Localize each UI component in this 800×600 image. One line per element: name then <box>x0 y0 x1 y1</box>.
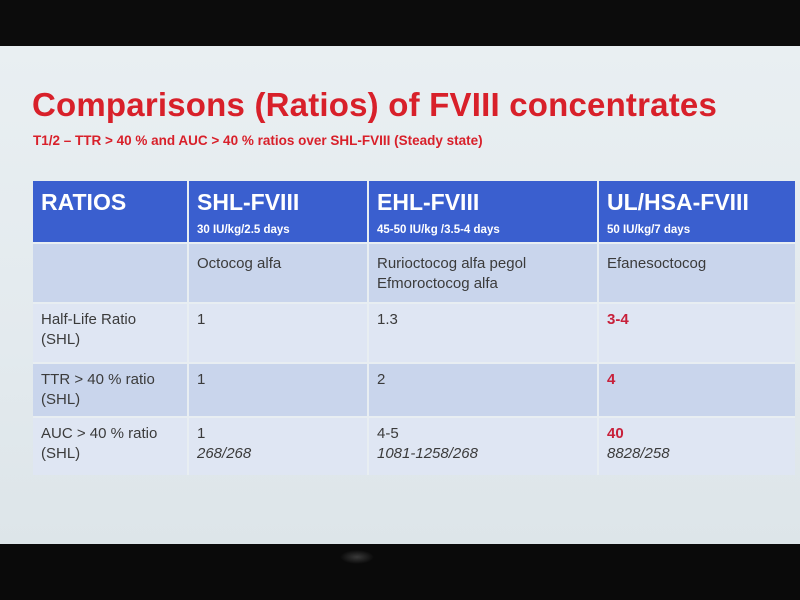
row-label: Half-Life Ratio (SHL) <box>33 302 189 363</box>
table-header-row: RATIOS SHL-FVIII 30 IU/kg/2.5 days EHL-F… <box>33 181 795 243</box>
product-name: Octocog alfa <box>197 255 282 272</box>
auc-detail: 8828/258 <box>607 445 670 462</box>
ratio-value: 1 <box>197 371 206 388</box>
presentation-slide: Comparisons (Ratios) of FVIII concentrat… <box>0 46 800 544</box>
cell-ehl: Rurioctocog alfa pegol Efmoroctocog alfa <box>368 242 599 303</box>
product-name: Efmoroctocog alfa <box>377 275 498 292</box>
header-ratios: RATIOS <box>33 181 189 243</box>
header-dosing: 50 IU/kg/7 days <box>607 224 691 236</box>
header-label: EHL-FVIII <box>377 189 480 215</box>
product-name: Rurioctocog alfa pegol <box>377 255 527 272</box>
table-row-products: Octocog alfa Rurioctocog alfa pegol Efmo… <box>33 242 795 303</box>
ratios-table: RATIOS SHL-FVIII 30 IU/kg/2.5 days EHL-F… <box>33 181 795 475</box>
slide-title: Comparisons (Ratios) of FVIII concentrat… <box>32 86 718 123</box>
cell-ehl: 4-5 1081-1258/268 <box>368 416 599 475</box>
ratio-value: 1 <box>197 311 206 328</box>
cell-shl: 1 <box>188 302 369 363</box>
header-label: SHL-FVIII <box>197 189 300 215</box>
cell-ul: 3-4 <box>598 302 795 363</box>
cell-ul: 40 8828/258 <box>598 416 795 475</box>
ratio-value: 2 <box>377 371 386 388</box>
ratio-value-highlight: 4 <box>607 371 616 388</box>
header-dosing: 30 IU/kg/2.5 days <box>197 224 290 236</box>
row-label-text: AUC > 40 % ratio (SHL) <box>41 425 158 462</box>
row-label <box>33 242 189 303</box>
auc-detail: 268/268 <box>197 445 252 462</box>
ratio-value-highlight: 3-4 <box>607 311 629 328</box>
row-label-text: TTR > 40 % ratio (SHL) <box>41 371 155 408</box>
table-row-half-life: Half-Life Ratio (SHL) 1 1.3 3-4 <box>33 302 795 363</box>
header-label: UL/HSA-FVIII <box>607 189 749 215</box>
row-label: AUC > 40 % ratio (SHL) <box>33 416 189 475</box>
row-label: TTR > 40 % ratio (SHL) <box>33 362 189 417</box>
screen-top-border <box>0 0 800 46</box>
cell-ul: Efanesoctocog <box>598 242 795 303</box>
cell-ul: 4 <box>598 362 795 417</box>
slide-subtitle: T1/2 – TTR > 40 % and AUC > 40 % ratios … <box>33 133 483 148</box>
ratio-value: 1 <box>197 425 206 442</box>
row-label-text: Half-Life Ratio (SHL) <box>41 311 137 348</box>
cell-shl: Octocog alfa <box>188 242 369 303</box>
ratio-value: 1.3 <box>377 311 398 328</box>
header-dosing: 45-50 IU/kg /3.5-4 days <box>377 224 500 236</box>
ratio-value: 4-5 <box>377 425 399 442</box>
table-row-ttr: TTR > 40 % ratio (SHL) 1 2 4 <box>33 362 795 417</box>
ratio-value-highlight: 40 <box>607 425 624 442</box>
cell-ehl: 2 <box>368 362 599 417</box>
header-ehl-fviii: EHL-FVIII 45-50 IU/kg /3.5-4 days <box>368 181 599 243</box>
header-label: RATIOS <box>41 189 127 215</box>
product-name: Efanesoctocog <box>607 255 707 272</box>
header-ul-hsa-fviii: UL/HSA-FVIII 50 IU/kg/7 days <box>598 181 795 243</box>
auc-detail: 1081-1258/268 <box>377 445 478 462</box>
cell-shl: 1 268/268 <box>188 416 369 475</box>
cell-ehl: 1.3 <box>368 302 599 363</box>
header-shl-fviii: SHL-FVIII 30 IU/kg/2.5 days <box>188 181 369 243</box>
cell-shl: 1 <box>188 362 369 417</box>
projector-glare <box>340 550 374 564</box>
table-row-auc: AUC > 40 % ratio (SHL) 1 268/268 4-5 108… <box>33 416 795 475</box>
screen-bottom-border <box>0 544 800 600</box>
